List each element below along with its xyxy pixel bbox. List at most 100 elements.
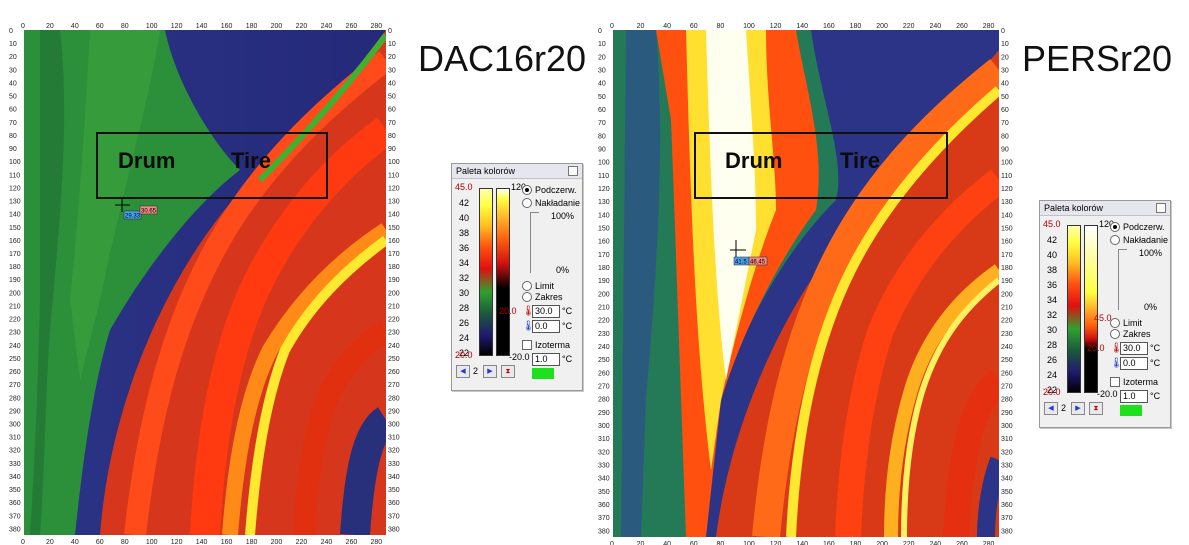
- y-tick-label: 190: [598, 278, 610, 285]
- y-tick-label: 150: [9, 225, 21, 232]
- y-tick-label: 10: [388, 41, 396, 48]
- hourglass-icon[interactable]: ⧗: [501, 365, 515, 378]
- overlay-slider[interactable]: [1118, 249, 1127, 310]
- next-button[interactable]: ▶: [1071, 402, 1085, 415]
- next-button[interactable]: ▶: [483, 365, 497, 378]
- y-tick-label: 160: [388, 238, 400, 245]
- palette-scale-label: 30: [459, 288, 470, 298]
- palette-scale-label: 40: [459, 213, 470, 223]
- radio-thermal[interactable]: Podczerw.: [1110, 222, 1165, 232]
- y-tick-label: 270: [1001, 384, 1013, 391]
- roi-box[interactable]: [96, 132, 328, 199]
- radio-overlay[interactable]: Nakładanie: [522, 198, 580, 208]
- roi-box[interactable]: [694, 132, 948, 199]
- y-tick-label: 60: [9, 107, 17, 114]
- x-tick-label: 40: [71, 23, 79, 30]
- y-tick-label: 110: [9, 172, 20, 179]
- close-icon[interactable]: [568, 166, 578, 176]
- x-tick-label: 140: [796, 23, 808, 30]
- radio-thermal[interactable]: Podczerw.: [522, 185, 577, 195]
- isotherm-checkbox[interactable]: Izoterma: [522, 340, 570, 350]
- isotherm-color-swatch[interactable]: [1120, 405, 1142, 416]
- y-tick-label: 60: [1001, 107, 1009, 114]
- palette-scale-label: 28: [1047, 340, 1058, 350]
- palette-title: Paleta kolorów: [1044, 203, 1104, 213]
- x-tick-label: 80: [121, 539, 129, 545]
- measurement-marker[interactable]: 41.5 46.45: [730, 240, 768, 266]
- x-tick-label: 120: [770, 541, 782, 545]
- y-tick-label: 20: [388, 54, 396, 61]
- close-icon[interactable]: [1156, 203, 1166, 213]
- isotherm-input[interactable]: 1.0: [532, 353, 560, 366]
- x-tick-label: 260: [956, 23, 968, 30]
- y-tick-label: 320: [598, 449, 610, 456]
- y-tick-label: 90: [1001, 147, 1009, 154]
- radio-limit[interactable]: Limit: [522, 281, 554, 291]
- y-tick-label: 300: [388, 422, 400, 429]
- y-tick-label: 280: [9, 395, 21, 402]
- y-tick-label: 350: [388, 487, 400, 494]
- slider-top-label: 100%: [1139, 248, 1163, 258]
- thermometer-hot-icon: 🌡: [1110, 343, 1123, 354]
- x-tick-label: 60: [96, 23, 104, 30]
- y-tick-label: 380: [9, 526, 21, 533]
- radio-range[interactable]: Zakres: [522, 292, 563, 302]
- isotherm-checkbox[interactable]: Izoterma: [1110, 377, 1158, 387]
- y-tick-label: 300: [1001, 423, 1013, 430]
- y-tick-label: 160: [9, 238, 21, 245]
- range-bottom: -20.0: [509, 352, 530, 362]
- y-tick-label: 320: [388, 448, 400, 455]
- isotherm-input[interactable]: 1.0: [1120, 390, 1148, 403]
- y-tick-label: 310: [9, 435, 21, 442]
- y-tick-label: 320: [9, 448, 21, 455]
- roi-label-drum: Drum: [725, 148, 782, 173]
- radio-limit[interactable]: Limit: [1110, 318, 1142, 328]
- y-tick-label: 30: [598, 68, 606, 75]
- x-tick-label: 160: [823, 23, 835, 30]
- measurement-marker[interactable]: 29.33 30.65: [115, 198, 158, 220]
- y-tick-label: 200: [598, 291, 610, 298]
- cold-threshold-input[interactable]: 0.0: [532, 320, 560, 333]
- palette-scale-label: 26: [1047, 355, 1058, 365]
- hourglass-icon[interactable]: ⧗: [1089, 402, 1103, 415]
- y-tick-label: 260: [598, 370, 610, 377]
- palette-range-bar[interactable]: [1084, 225, 1098, 393]
- hot-threshold-input[interactable]: 30.0: [1120, 342, 1148, 355]
- hot-threshold-input[interactable]: 30.0: [532, 305, 560, 318]
- left-panel: 0 0 20 20 40 40 60 60 80 80 100 100 120 120 140 140 160 1…: [9, 23, 586, 545]
- prev-button[interactable]: ◀: [1044, 402, 1058, 415]
- palette-scale-label: 24: [1047, 370, 1058, 380]
- marker-hot-value: 30.65: [141, 209, 157, 215]
- y-tick-label: 130: [388, 199, 400, 206]
- x-tick-label: 220: [296, 539, 308, 545]
- y-tick-label: 300: [598, 423, 610, 430]
- isotherm-color-swatch[interactable]: [532, 368, 554, 379]
- overlay-slider[interactable]: [530, 212, 539, 273]
- x-tick-label: 180: [246, 539, 258, 545]
- palette-scale-label: 36: [459, 243, 470, 253]
- palette-range-bar[interactable]: [496, 188, 510, 356]
- x-tick-label: 200: [271, 539, 283, 545]
- prev-button[interactable]: ◀: [456, 365, 470, 378]
- y-tick-label: 230: [388, 330, 400, 337]
- y-tick-label: 280: [388, 395, 400, 402]
- y-tick-label: 30: [1001, 68, 1009, 75]
- radio-range[interactable]: Zakres: [1110, 329, 1151, 339]
- y-tick-label: 330: [1001, 463, 1013, 470]
- y-tick-label: 110: [388, 172, 399, 179]
- marker-cold-value: 41.5: [735, 260, 747, 266]
- y-tick-label: 220: [9, 317, 21, 324]
- radio-overlay[interactable]: Nakładanie: [1110, 235, 1168, 245]
- y-tick-label: 350: [598, 489, 610, 496]
- x-tick-label: 80: [716, 541, 724, 545]
- x-tick-label: 280: [983, 541, 995, 545]
- cold-threshold-input[interactable]: 0.0: [1120, 357, 1148, 370]
- y-tick-label: 290: [388, 408, 400, 415]
- slider-top-label: 100%: [551, 211, 575, 221]
- x-tick-label: 180: [246, 23, 258, 30]
- y-tick-label: 310: [388, 435, 400, 442]
- y-tick-label: 20: [9, 54, 17, 61]
- y-tick-label: 100: [388, 159, 400, 166]
- y-tick-label: 200: [9, 290, 21, 297]
- y-tick-label: 180: [9, 264, 21, 271]
